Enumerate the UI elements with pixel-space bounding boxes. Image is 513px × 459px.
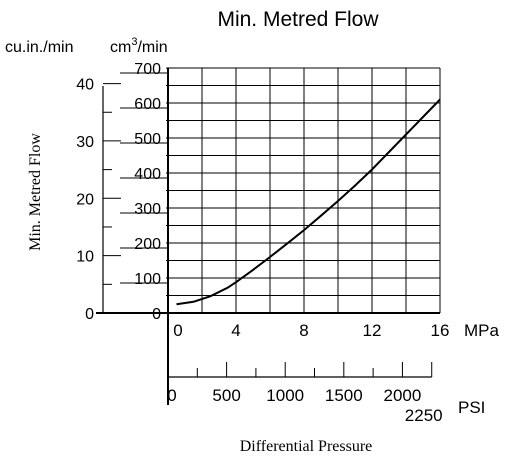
x-tick-label-mpa: 16	[431, 321, 450, 340]
y-tick-label-cuin: 40	[76, 77, 94, 94]
y-tick-label-cuin: 30	[76, 134, 94, 151]
y-tick-label-cm3: 0	[152, 306, 161, 323]
y-unit-cm3: cm3/min	[110, 36, 168, 56]
y-tick-label-cm3: 300	[134, 201, 161, 218]
x-axis-label: Differential Pressure	[240, 438, 373, 455]
x-tick-label-psi: 2250	[405, 406, 443, 425]
series-line-0	[176, 98, 441, 306]
chart-title: Min. Metred Flow	[217, 8, 379, 31]
x-unit-psi: PSI	[458, 398, 485, 417]
grid	[166, 67, 441, 313]
x-tick-label-psi: 2000	[384, 386, 422, 405]
y-tick-label-cm3: 600	[134, 96, 161, 113]
x-unit-mpa: MPa	[464, 321, 500, 340]
y-tick-label-cm3: 500	[134, 131, 161, 148]
x-tick-label-mpa: 8	[299, 321, 308, 340]
y-tick-label-cm3: 700	[134, 61, 161, 78]
y-tick-label-cm3: 200	[134, 236, 161, 253]
series	[176, 98, 441, 306]
y-axis-label: Min. Metred Flow	[27, 133, 44, 251]
x-tick-label-psi: 1000	[266, 386, 304, 405]
y-tick-label-cuin: 20	[76, 191, 94, 208]
axes	[96, 68, 440, 405]
y-tick-label-cm3: 400	[134, 166, 161, 183]
y-tick-label-cuin: 0	[85, 306, 94, 323]
x-tick-label-psi: 0	[167, 386, 176, 405]
x-tick-label-psi: 1500	[325, 386, 363, 405]
x-tick-label-psi: 500	[212, 386, 240, 405]
y-tick-label-cuin: 10	[76, 249, 94, 266]
y-tick-label-cm3: 100	[134, 271, 161, 288]
x-tick-label-mpa: 4	[231, 321, 240, 340]
x-tick-label-mpa: 0	[173, 321, 182, 340]
y-unit-cuin: cu.in./min	[5, 39, 73, 56]
x-tick-label-mpa: 12	[363, 321, 382, 340]
